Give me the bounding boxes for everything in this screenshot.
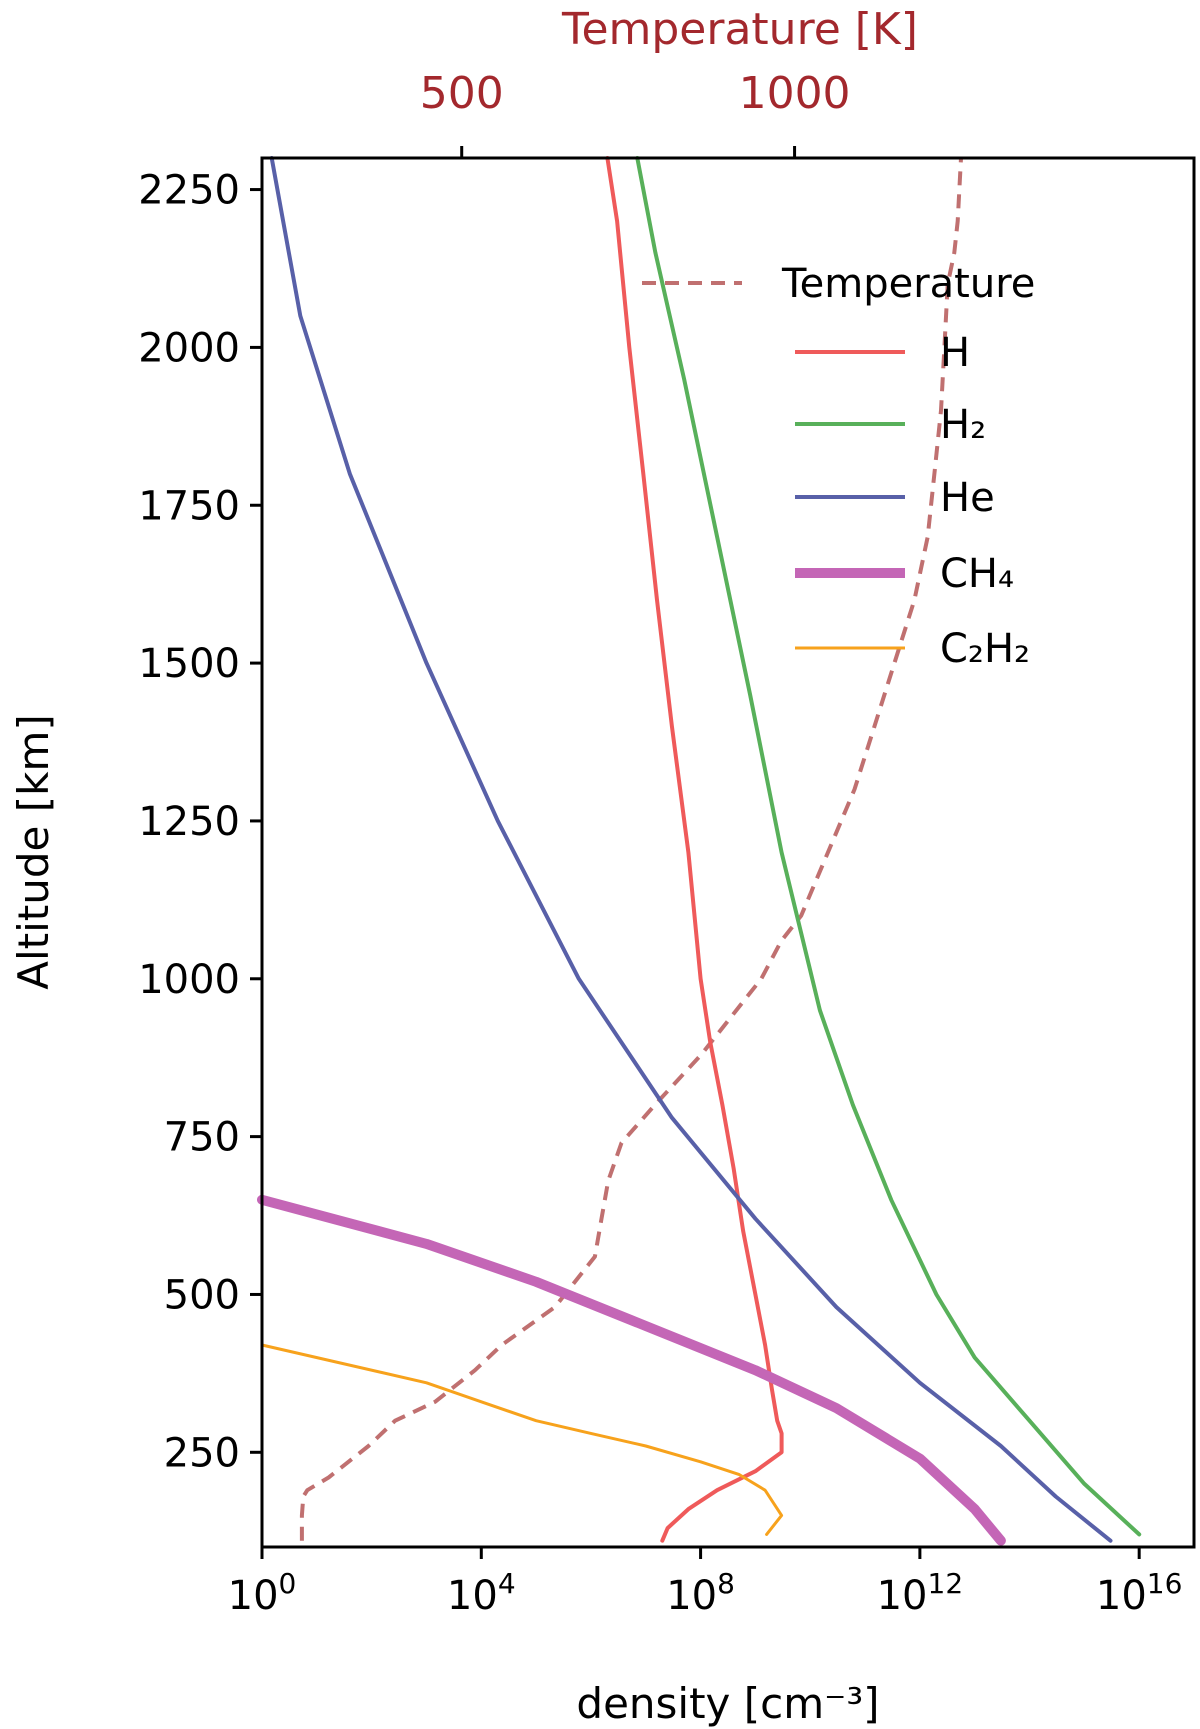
y-tick-label: 500 (164, 1272, 240, 1318)
y-tick-label: 1750 (138, 483, 240, 529)
legend-label: H₂ (940, 402, 986, 448)
x-tick-label: 1016 (1096, 1567, 1183, 1619)
y-tick-label: 2000 (138, 325, 240, 371)
top-tick-label: 1000 (739, 68, 851, 119)
x-tick-label: 100 (228, 1567, 297, 1619)
legend-label: He (940, 475, 995, 521)
x-axis: 100 104 108 1012 1016 (228, 1547, 1183, 1619)
y-axis-title: Altitude [km] (9, 714, 58, 989)
legend-label: H (940, 330, 970, 376)
y-tick-label: 1500 (138, 641, 240, 687)
series-line-1 (605, 156, 784, 1543)
legend-label: C₂H₂ (940, 626, 1030, 672)
y-tick-label: 250 (164, 1430, 240, 1476)
top-tick-label: 500 (420, 68, 504, 119)
series-lines (257, 156, 1142, 1546)
y-tick-label: 750 (164, 1115, 240, 1161)
series-line-2 (635, 156, 1142, 1537)
top-axis-title: Temperature [K] (561, 4, 918, 55)
x-axis-title: density [cm⁻³] (576, 1679, 879, 1728)
y-tick-label: 1000 (138, 957, 240, 1003)
plot-frame (260, 156, 1196, 1549)
x-tick-label: 1012 (877, 1567, 964, 1619)
y-tick-label: 2250 (138, 168, 240, 214)
series-line-0 (299, 157, 963, 1541)
y-tick-label: 1250 (138, 799, 240, 845)
x-tick-label: 104 (447, 1567, 516, 1619)
y-axis: 250 500 750 1000 1250 1500 1750 2000 2250 (138, 168, 262, 1476)
series-line-5 (260, 1343, 784, 1536)
legend: Temperature H H₂ He CH₄ C₂H₂ (642, 261, 1035, 672)
legend-label: CH₄ (940, 551, 1014, 597)
legend-label: Temperature (781, 261, 1035, 307)
x-tick-label: 108 (666, 1567, 735, 1619)
series-line-3 (269, 156, 1113, 1543)
top-axis: 500 1000 (420, 68, 851, 158)
series-line-4 (257, 1194, 1006, 1546)
